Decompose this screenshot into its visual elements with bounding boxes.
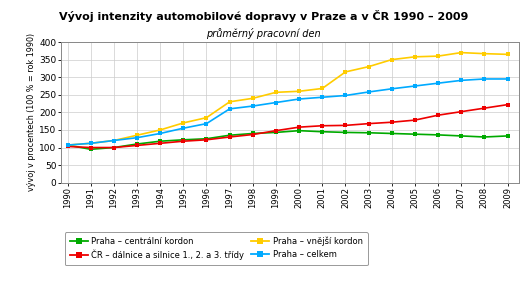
Y-axis label: vývoj v procentech (100 % = rok 1990): vývoj v procentech (100 % = rok 1990) [27, 33, 36, 191]
Praha – vnější kordon [296, 90, 302, 93]
Praha – vnější kordon [87, 142, 94, 145]
ČR – dálnice a silnice 1., 2. a 3. třídy [134, 144, 140, 147]
Line: Praha – celkem: Praha – celkem [65, 77, 510, 147]
Line: ČR – dálnice a silnice 1., 2. a 3. třídy: ČR – dálnice a silnice 1., 2. a 3. třídy [65, 103, 510, 150]
Praha – centrální kordon [365, 131, 372, 135]
Praha – centrální kordon [342, 131, 348, 134]
Line: Praha – vnější kordon: Praha – vnější kordon [65, 50, 510, 147]
Praha – celkem [273, 101, 279, 104]
ČR – dálnice a silnice 1., 2. a 3. třídy [458, 110, 464, 113]
Praha – vnější kordon [458, 51, 464, 54]
Praha – vnější kordon [504, 52, 511, 56]
ČR – dálnice a silnice 1., 2. a 3. třídy [64, 145, 71, 148]
Praha – celkem [180, 126, 187, 130]
ČR – dálnice a silnice 1., 2. a 3. třídy [388, 120, 395, 124]
Praha – celkem [319, 95, 326, 99]
Praha – centrální kordon [134, 142, 140, 146]
Praha – vnější kordon [273, 90, 279, 94]
Legend: Praha – centrální kordon, ČR – dálnice a silnice 1., 2. a 3. třídy, Praha – vněj: Praha – centrální kordon, ČR – dálnice a… [65, 232, 368, 265]
Praha – vnější kordon [203, 116, 210, 119]
Praha – celkem [412, 84, 418, 88]
Praha – centrální kordon [458, 134, 464, 138]
Praha – centrální kordon [203, 137, 210, 140]
Praha – centrální kordon [111, 146, 117, 149]
Praha – centrální kordon [296, 129, 302, 133]
Praha – celkem [134, 136, 140, 139]
Praha – centrální kordon [180, 138, 187, 142]
Praha – celkem [342, 94, 348, 97]
Praha – celkem [157, 132, 163, 135]
Praha – vnější kordon [319, 87, 326, 90]
ČR – dálnice a silnice 1., 2. a 3. třídy [87, 146, 94, 149]
Praha – celkem [203, 122, 210, 125]
ČR – dálnice a silnice 1., 2. a 3. třídy [504, 103, 511, 106]
Praha – celkem [87, 142, 94, 145]
Praha – vnější kordon [157, 128, 163, 132]
ČR – dálnice a silnice 1., 2. a 3. třídy [111, 146, 117, 149]
ČR – dálnice a silnice 1., 2. a 3. třídy [180, 139, 187, 143]
Praha – centrální kordon [481, 135, 487, 139]
Praha – vnější kordon [250, 97, 256, 100]
Praha – vnější kordon [111, 139, 117, 142]
ČR – dálnice a silnice 1., 2. a 3. třídy [435, 113, 441, 117]
Praha – celkem [250, 104, 256, 108]
Praha – vnější kordon [412, 55, 418, 59]
ČR – dálnice a silnice 1., 2. a 3. třídy [227, 135, 233, 139]
Praha – celkem [296, 97, 302, 101]
Praha – centrální kordon [227, 133, 233, 137]
ČR – dálnice a silnice 1., 2. a 3. třídy [365, 122, 372, 125]
ČR – dálnice a silnice 1., 2. a 3. třídy [342, 124, 348, 127]
Praha – vnější kordon [435, 55, 441, 58]
Praha – vnější kordon [365, 65, 372, 68]
Praha – centrální kordon [250, 132, 256, 135]
Praha – vnější kordon [180, 121, 187, 125]
Praha – vnější kordon [388, 58, 395, 61]
Praha – celkem [365, 90, 372, 94]
Line: Praha – centrální kordon: Praha – centrální kordon [65, 128, 510, 151]
Praha – vnější kordon [134, 133, 140, 137]
Praha – vnější kordon [64, 143, 71, 147]
Praha – celkem [458, 79, 464, 82]
Praha – centrální kordon [435, 133, 441, 137]
ČR – dálnice a silnice 1., 2. a 3. třídy [296, 125, 302, 129]
Text: Vývoj intenzity automobilové dopravy v Praze a v ČR 1990 – 2009: Vývoj intenzity automobilové dopravy v P… [59, 10, 468, 22]
Praha – celkem [227, 107, 233, 110]
Praha – centrální kordon [157, 139, 163, 143]
Praha – centrální kordon [64, 143, 71, 147]
ČR – dálnice a silnice 1., 2. a 3. třídy [250, 133, 256, 136]
ČR – dálnice a silnice 1., 2. a 3. třídy [319, 124, 326, 128]
Praha – centrální kordon [388, 132, 395, 135]
Praha – celkem [64, 143, 71, 147]
Praha – celkem [435, 81, 441, 85]
Praha – centrální kordon [412, 133, 418, 136]
ČR – dálnice a silnice 1., 2. a 3. třídy [412, 118, 418, 122]
ČR – dálnice a silnice 1., 2. a 3. třídy [157, 142, 163, 145]
ČR – dálnice a silnice 1., 2. a 3. třídy [203, 138, 210, 142]
ČR – dálnice a silnice 1., 2. a 3. třídy [273, 129, 279, 133]
Praha – centrální kordon [273, 131, 279, 134]
Praha – centrální kordon [319, 130, 326, 133]
Praha – celkem [504, 77, 511, 81]
Praha – celkem [388, 87, 395, 90]
Praha – celkem [481, 77, 487, 81]
Praha – centrální kordon [87, 148, 94, 151]
Praha – centrální kordon [504, 134, 511, 138]
Praha – vnější kordon [227, 100, 233, 104]
Text: průměrný pracovní den: průměrný pracovní den [206, 28, 321, 39]
Praha – celkem [111, 139, 117, 142]
Praha – vnější kordon [342, 70, 348, 74]
Praha – vnější kordon [481, 52, 487, 55]
ČR – dálnice a silnice 1., 2. a 3. třídy [481, 106, 487, 110]
